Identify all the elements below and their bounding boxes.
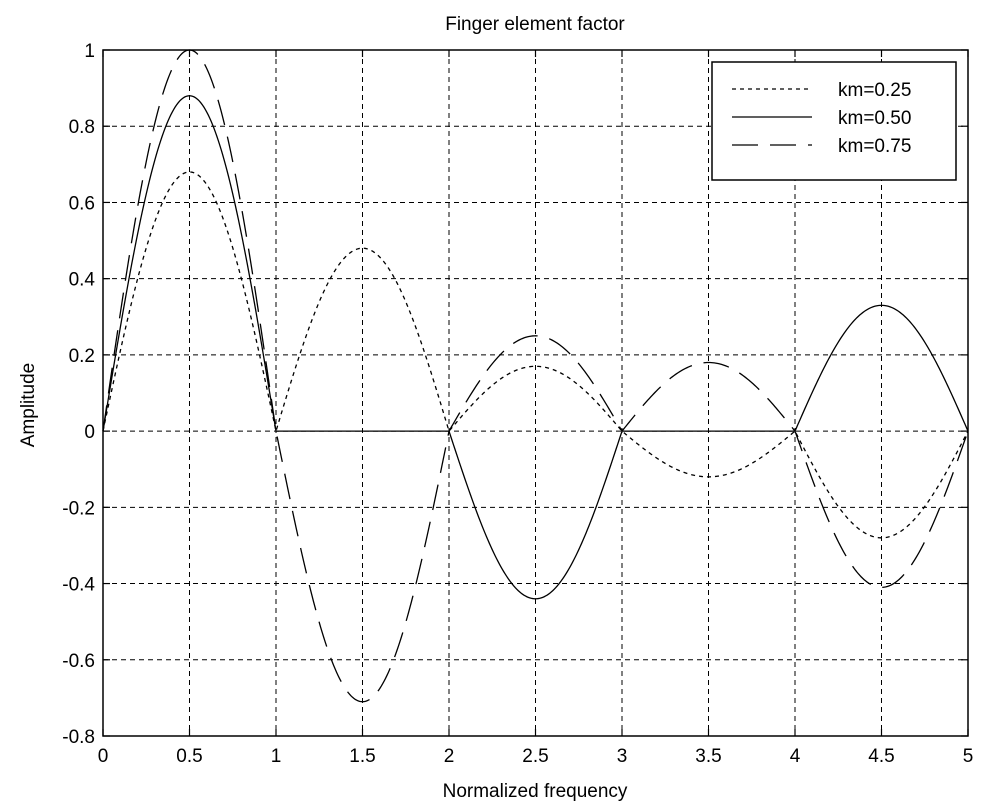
chart-title: Finger element factor	[445, 14, 625, 35]
ticks: 0 0.5 1 1.5 2 2.5 3 3.5 4 4.5 5 -0.8 -0.6 -0.4 -0.2 0 0.…	[62, 41, 973, 767]
series-line-2	[102, 95, 969, 600]
y-tick-label: 0.8	[69, 117, 95, 138]
x-tick-label: 0.5	[176, 746, 202, 767]
y-axis-label: Amplitude	[18, 363, 39, 448]
series-line-1	[102, 171, 969, 539]
y-tick-label: -0.6	[62, 651, 95, 672]
legend-label: km=0.75	[838, 136, 911, 157]
series-group	[102, 49, 969, 703]
x-tick-label: 4	[790, 746, 801, 767]
series-line-3	[102, 49, 969, 703]
y-tick-label: -0.8	[62, 727, 95, 748]
y-tick-label: -0.4	[62, 575, 95, 596]
legend: km=0.25 km=0.50 km=0.75	[711, 61, 957, 181]
x-tick-label: 3	[617, 746, 628, 767]
y-tick-label: -0.2	[62, 498, 95, 519]
x-tick-label: 4.5	[868, 746, 894, 767]
x-axis-label: Normalized frequency	[443, 781, 628, 802]
grid	[103, 50, 968, 736]
y-tick-label: 0.6	[69, 193, 95, 214]
legend-label: km=0.50	[838, 108, 911, 129]
y-tick-label: 0.4	[69, 270, 96, 291]
x-tick-label: 0	[98, 746, 109, 767]
legend-label: km=0.25	[838, 80, 911, 101]
y-tick-label: 0.2	[69, 346, 95, 367]
x-tick-label: 1	[271, 746, 282, 767]
y-tick-label: 1	[84, 41, 95, 62]
x-tick-label: 3.5	[695, 746, 721, 767]
y-tick-label: 0	[84, 422, 95, 443]
legend-box	[711, 61, 957, 181]
x-tick-label: 2.5	[522, 746, 548, 767]
x-tick-label: 5	[963, 746, 974, 767]
x-tick-label: 2	[444, 746, 455, 767]
x-tick-label: 1.5	[349, 746, 375, 767]
